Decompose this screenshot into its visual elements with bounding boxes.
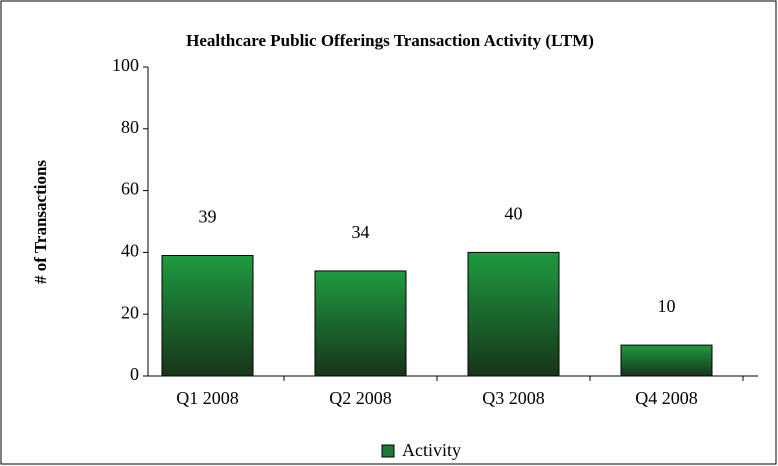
y-tick-label: 100 [112, 55, 139, 75]
data-label: 40 [505, 204, 523, 224]
bar [314, 270, 407, 377]
data-label: 39 [199, 207, 217, 227]
y-tick-label: 80 [121, 117, 139, 137]
y-axis-label: # of Transactions [31, 160, 50, 284]
data-label: 10 [658, 296, 676, 316]
data-label: 34 [352, 222, 370, 242]
bar [161, 254, 254, 377]
x-tick-label: Q4 2008 [635, 388, 698, 408]
y-tick-label: 40 [121, 241, 139, 261]
chart-title: Healthcare Public Offerings Transaction … [186, 31, 594, 50]
y-tick-label: 0 [130, 364, 139, 384]
legend-swatch [381, 444, 395, 458]
y-tick-label: 60 [121, 179, 139, 199]
bar [467, 251, 560, 377]
bar [620, 344, 713, 377]
y-tick-label: 20 [121, 302, 139, 322]
legend-label: Activity [402, 440, 461, 460]
x-tick-label: Q1 2008 [176, 388, 239, 408]
x-tick-label: Q3 2008 [482, 388, 545, 408]
x-tick-label: Q2 2008 [329, 388, 392, 408]
